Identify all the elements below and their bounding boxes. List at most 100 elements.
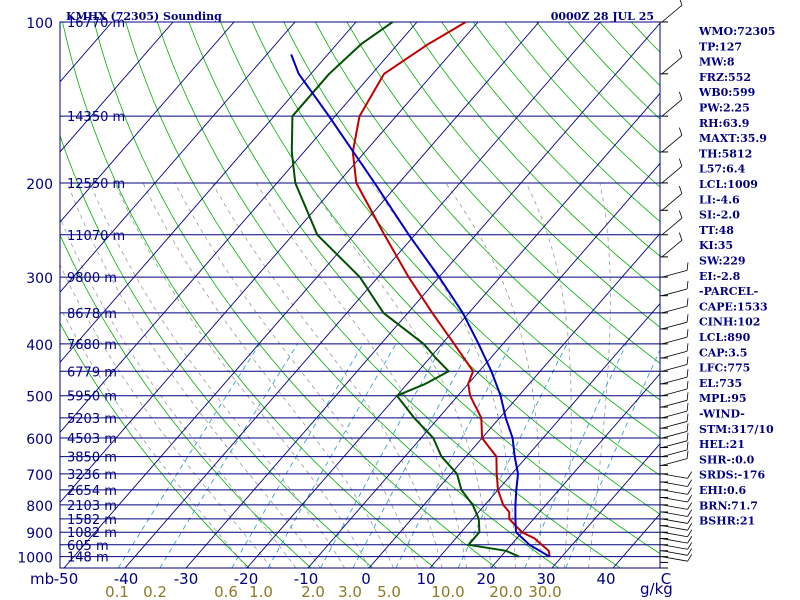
dry-adiabat-line — [378, 22, 660, 328]
wind-barb-staff — [661, 364, 688, 372]
index-line: BSHR:21 — [699, 515, 755, 528]
moist-adiabat-line — [60, 264, 272, 568]
wind-barb-staff — [661, 497, 688, 503]
index-line: LI:-4.6 — [699, 193, 740, 206]
moist-adiabat-line — [371, 182, 516, 568]
moist-adiabat-line — [142, 182, 394, 568]
index-line: TP:127 — [699, 40, 742, 53]
wind-barb-flag — [686, 298, 689, 307]
wind-barb-flag — [686, 343, 689, 352]
temperature-tick-label: -40 — [114, 570, 139, 588]
wind-barb-staff — [661, 421, 688, 429]
wind-barb-flag — [686, 413, 689, 422]
wind-barb-staff — [661, 165, 683, 184]
wind-barb-flag — [686, 403, 689, 412]
wind-barb-flag — [678, 49, 683, 58]
wind-barb-staff — [661, 321, 688, 330]
dry-adiabat-line — [60, 322, 250, 568]
index-line: LFC:775 — [699, 362, 750, 375]
wind-barb-staff — [661, 4, 683, 23]
height-label: 148 m — [67, 551, 109, 566]
wind-barb-staff — [661, 305, 688, 314]
height-label: 12550 m — [67, 177, 125, 192]
mixing-ratio-line — [117, 343, 260, 568]
index-line: WMO:72305 — [698, 25, 775, 38]
wind-barb-staff — [661, 99, 683, 117]
mixing-ratio-line — [565, 348, 660, 568]
index-line: SRDS:-176 — [699, 469, 766, 482]
dewpoint-trace — [290, 22, 520, 558]
mixing-ratio-tick-label: 1.0 — [249, 583, 273, 600]
pressure-label: 1000 — [17, 551, 53, 567]
index-line: HEL:21 — [699, 438, 745, 451]
wind-barb-flag — [687, 494, 693, 503]
wind-barb-flag — [687, 554, 693, 562]
isotherm-line — [307, 162, 660, 568]
height-label: 5950 m — [67, 390, 117, 405]
index-line: -WIND- — [699, 408, 745, 421]
wind-barb-flag — [687, 542, 693, 550]
mixing-ratio-tick-label: 0.2 — [143, 583, 167, 600]
wind-barb-flag — [678, 210, 683, 219]
index-line: MAXT:35.9 — [699, 132, 767, 145]
mixing-ratio-tick-labels: 0.1 0.2 0.6 1.0 2.0 3.0 5.0 10.0 20.0 30.0 — [105, 583, 562, 600]
moist-adiabat-line — [66, 182, 321, 568]
height-label: 1082 m — [67, 526, 117, 541]
wind-barb-flag — [687, 471, 693, 479]
index-line: EL:735 — [699, 377, 742, 390]
height-label: 4503 m — [67, 432, 117, 447]
index-line: SHR-:0.0 — [699, 453, 755, 466]
wind-barb-flag — [687, 536, 693, 544]
wind-barb-staff — [661, 440, 688, 448]
wind-barb-flag — [686, 329, 689, 338]
wind-barb-staff — [661, 449, 688, 458]
moist-adiabat-line — [211, 182, 443, 568]
dry-adiabat-line — [441, 22, 660, 257]
dry-adiabat-line — [60, 233, 312, 568]
wind-barb-flag — [686, 423, 689, 432]
wind-barb-staff — [661, 288, 688, 297]
dry-adiabat-line — [156, 22, 621, 568]
isotherm-line — [60, 22, 357, 363]
height-label: 3236 m — [67, 468, 117, 483]
wind-barb-staff — [661, 481, 688, 487]
wind-barb-flag — [687, 529, 693, 537]
wind-barb-flag — [686, 314, 689, 323]
wind-barb-flag — [687, 479, 693, 487]
temperature-tick-label: -20 — [234, 570, 259, 588]
wind-barb-flag — [686, 441, 689, 450]
height-label: 14350 m — [67, 110, 125, 125]
index-line: SW:229 — [699, 255, 746, 268]
dry-adiabat-line — [188, 22, 660, 555]
dry-adiabat-line — [789, 22, 800, 568]
isotherms — [60, 22, 660, 568]
wind-barb-staff — [661, 556, 688, 562]
index-line: EI:-2.8 — [699, 270, 741, 283]
index-line: FRZ:552 — [699, 71, 751, 84]
index-line: STM:317/10 — [699, 423, 774, 436]
wind-barb-flag — [686, 369, 689, 378]
pressure-label: 300 — [26, 271, 53, 287]
wind-barb-staff — [661, 56, 683, 75]
temperature-tick-label: C — [661, 570, 671, 588]
pressure-label: 500 — [26, 390, 53, 406]
index-line: MPL:95 — [699, 392, 747, 405]
moist-adiabat-line — [445, 182, 541, 568]
temperature-tick-label: -50 — [54, 570, 79, 588]
index-line: LCL:1009 — [699, 178, 758, 191]
datetime-label: 0000Z 28 JUL 25 — [551, 10, 654, 23]
moist-adiabat-line — [525, 182, 572, 568]
parcel-trace — [290, 54, 551, 558]
moist-adiabat-line — [255, 182, 467, 568]
isotherm-line — [185, 22, 660, 568]
moist-adiabat-line — [89, 182, 345, 568]
wind-barb-staff — [661, 217, 683, 236]
height-label: 1582 m — [67, 513, 117, 528]
pressure-unit-label: mb — [30, 570, 54, 588]
wind-barb-flag — [687, 516, 693, 524]
sounding-traces — [290, 22, 551, 558]
height-label: 11070 m — [67, 229, 125, 244]
mixing-ratio-tick-label: 2.0 — [301, 583, 325, 600]
temperature-tick-label: 10 — [416, 570, 435, 588]
